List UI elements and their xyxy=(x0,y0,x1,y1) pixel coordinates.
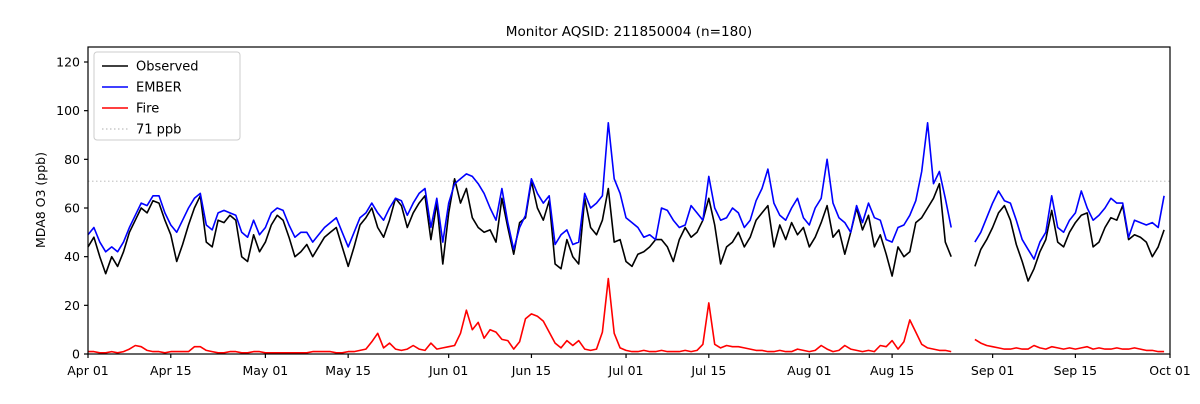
plot-border xyxy=(87,46,1171,355)
y-axis: 0 20 40 60 80 100 120 xyxy=(56,55,88,362)
series-ember-line xyxy=(87,122,1165,260)
x-tick-label: Apr 15 xyxy=(150,363,192,378)
x-tick-label: Aug 15 xyxy=(870,363,914,378)
y-tick-label: 0 xyxy=(72,347,80,362)
legend: Observed EMBER Fire 71 ppb xyxy=(93,51,241,141)
y-tick-label: 60 xyxy=(64,201,80,216)
series-fire-line xyxy=(88,277,1165,354)
x-tick-label: Jun 01 xyxy=(428,363,468,378)
y-tick-label: 100 xyxy=(56,103,80,118)
y-tick-label: 20 xyxy=(64,298,80,313)
x-axis: Apr 01 Apr 15 May 01 May 15 Jun 01 Jun 15 Jul … xyxy=(67,354,1191,378)
x-tick-label: Jun 15 xyxy=(511,363,551,378)
chart-title: Monitor AQSID: 211850004 (n=180) xyxy=(506,24,752,40)
x-tick-label: Jul 15 xyxy=(690,363,726,378)
y-tick-label: 120 xyxy=(56,55,80,70)
x-tick-label: Oct 01 xyxy=(1149,363,1191,378)
series-observed-line xyxy=(87,178,1165,282)
y-tick-label: 80 xyxy=(64,152,80,167)
x-tick-label: Jul 01 xyxy=(608,363,644,378)
legend-label-fire: Fire xyxy=(136,102,159,117)
x-tick-label: Sep 15 xyxy=(1054,363,1097,378)
legend-box xyxy=(93,51,241,141)
legend-label-refline: 71 ppb xyxy=(136,123,181,138)
x-tick-label: May 15 xyxy=(325,363,371,378)
series-group xyxy=(87,122,1165,354)
legend-item-fire: Fire xyxy=(102,102,159,117)
y-axis-label: MDA8 O3 (ppb) xyxy=(33,152,48,248)
x-tick-label: May 01 xyxy=(243,363,289,378)
legend-item-observed: Observed xyxy=(102,60,199,75)
legend-item-refline: 71 ppb xyxy=(102,123,181,138)
x-tick-label: Aug 01 xyxy=(787,363,831,378)
x-tick-label: Sep 01 xyxy=(971,363,1014,378)
x-tick-label: Apr 01 xyxy=(67,363,109,378)
legend-item-ember: EMBER xyxy=(102,81,182,96)
legend-label-observed: Observed xyxy=(136,60,199,75)
legend-label-ember: EMBER xyxy=(136,81,182,96)
y-tick-label: 40 xyxy=(64,249,80,264)
